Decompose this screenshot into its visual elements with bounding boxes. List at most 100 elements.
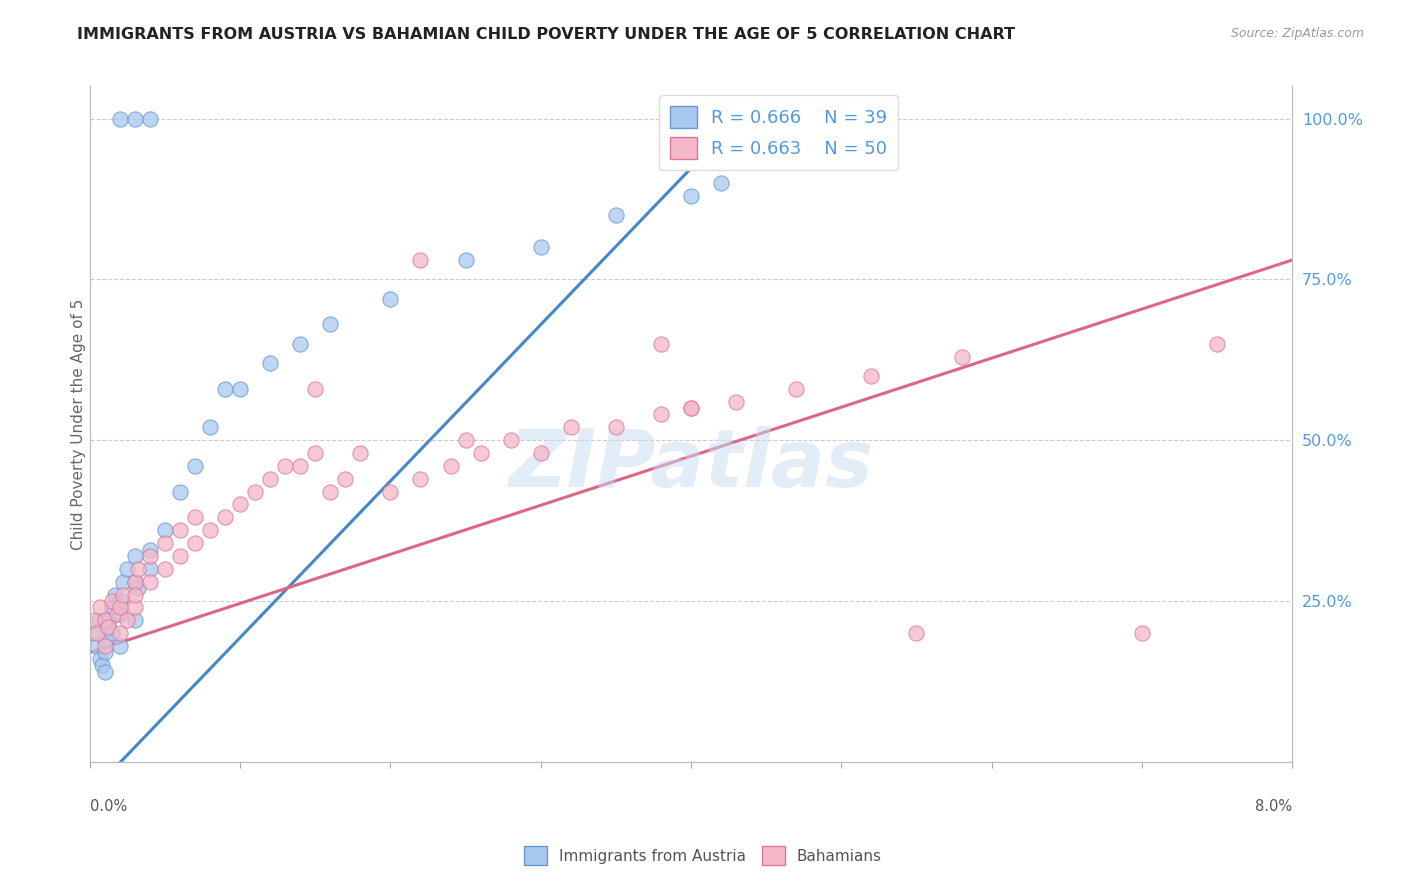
- Text: 8.0%: 8.0%: [1256, 799, 1292, 814]
- Point: [259, 472, 281, 486]
- Point: [1206, 336, 1229, 351]
- Point: [229, 382, 252, 396]
- Point: [169, 549, 191, 563]
- Point: [94, 632, 117, 647]
- Point: [290, 458, 312, 473]
- Point: [605, 208, 627, 222]
- Point: [124, 112, 146, 126]
- Point: [105, 607, 128, 621]
- Point: [439, 458, 461, 473]
- Point: [139, 574, 162, 589]
- Point: [94, 639, 117, 653]
- Point: [97, 620, 120, 634]
- Point: [679, 401, 702, 415]
- Point: [86, 639, 108, 653]
- Point: [679, 188, 702, 202]
- Point: [94, 665, 117, 679]
- Point: [243, 484, 266, 499]
- Point: [87, 613, 110, 627]
- Point: [650, 408, 672, 422]
- Point: [184, 510, 207, 524]
- Point: [139, 112, 162, 126]
- Point: [605, 420, 627, 434]
- Text: Source: ZipAtlas.com: Source: ZipAtlas.com: [1230, 27, 1364, 40]
- Point: [153, 536, 176, 550]
- Point: [380, 292, 402, 306]
- Point: [108, 607, 131, 621]
- Point: [169, 484, 191, 499]
- Point: [530, 240, 553, 254]
- Point: [349, 446, 371, 460]
- Point: [304, 446, 326, 460]
- Point: [198, 523, 221, 537]
- Point: [153, 562, 176, 576]
- Point: [86, 626, 108, 640]
- Point: [90, 658, 112, 673]
- Point: [319, 318, 342, 332]
- Point: [290, 336, 312, 351]
- Point: [108, 639, 131, 653]
- Point: [117, 562, 139, 576]
- Point: [335, 472, 357, 486]
- Point: [409, 253, 432, 268]
- Point: [124, 549, 146, 563]
- Text: ZIPatlas: ZIPatlas: [509, 425, 873, 504]
- Point: [108, 600, 131, 615]
- Point: [83, 626, 105, 640]
- Point: [127, 581, 149, 595]
- Point: [650, 336, 672, 351]
- Point: [169, 523, 191, 537]
- Text: IMMIGRANTS FROM AUSTRIA VS BAHAMIAN CHILD POVERTY UNDER THE AGE OF 5 CORRELATION: IMMIGRANTS FROM AUSTRIA VS BAHAMIAN CHIL…: [77, 27, 1015, 42]
- Point: [454, 433, 477, 447]
- Point: [127, 562, 149, 576]
- Point: [94, 645, 117, 659]
- Point: [117, 613, 139, 627]
- Point: [860, 368, 883, 383]
- Point: [214, 510, 236, 524]
- Point: [124, 574, 146, 589]
- Point: [153, 523, 176, 537]
- Point: [274, 458, 297, 473]
- Point: [905, 626, 928, 640]
- Point: [101, 600, 124, 615]
- Point: [184, 458, 207, 473]
- Point: [725, 394, 748, 409]
- Point: [304, 382, 326, 396]
- Legend: Immigrants from Austria, Bahamians: Immigrants from Austria, Bahamians: [519, 840, 887, 871]
- Point: [101, 594, 124, 608]
- Point: [97, 620, 120, 634]
- Text: 0.0%: 0.0%: [90, 799, 127, 814]
- Point: [499, 433, 522, 447]
- Point: [124, 600, 146, 615]
- Point: [108, 594, 131, 608]
- Point: [229, 498, 252, 512]
- Point: [470, 446, 492, 460]
- Point: [111, 574, 134, 589]
- Point: [89, 652, 111, 666]
- Point: [380, 484, 402, 499]
- Point: [108, 626, 131, 640]
- Point: [124, 574, 146, 589]
- Point: [409, 472, 432, 486]
- Point: [319, 484, 342, 499]
- Point: [108, 112, 131, 126]
- Point: [710, 176, 733, 190]
- Point: [530, 446, 553, 460]
- Point: [950, 350, 973, 364]
- Point: [98, 613, 121, 627]
- Point: [139, 562, 162, 576]
- Point: [679, 401, 702, 415]
- Point: [94, 613, 117, 627]
- Point: [104, 588, 127, 602]
- Point: [1130, 626, 1153, 640]
- Point: [111, 588, 134, 602]
- Legend: R = 0.666    N = 39, R = 0.663    N = 50: R = 0.666 N = 39, R = 0.663 N = 50: [659, 95, 898, 170]
- Point: [124, 588, 146, 602]
- Point: [785, 382, 807, 396]
- Point: [89, 600, 111, 615]
- Point: [198, 420, 221, 434]
- Point: [124, 613, 146, 627]
- Point: [101, 626, 124, 640]
- Point: [560, 420, 582, 434]
- Point: [184, 536, 207, 550]
